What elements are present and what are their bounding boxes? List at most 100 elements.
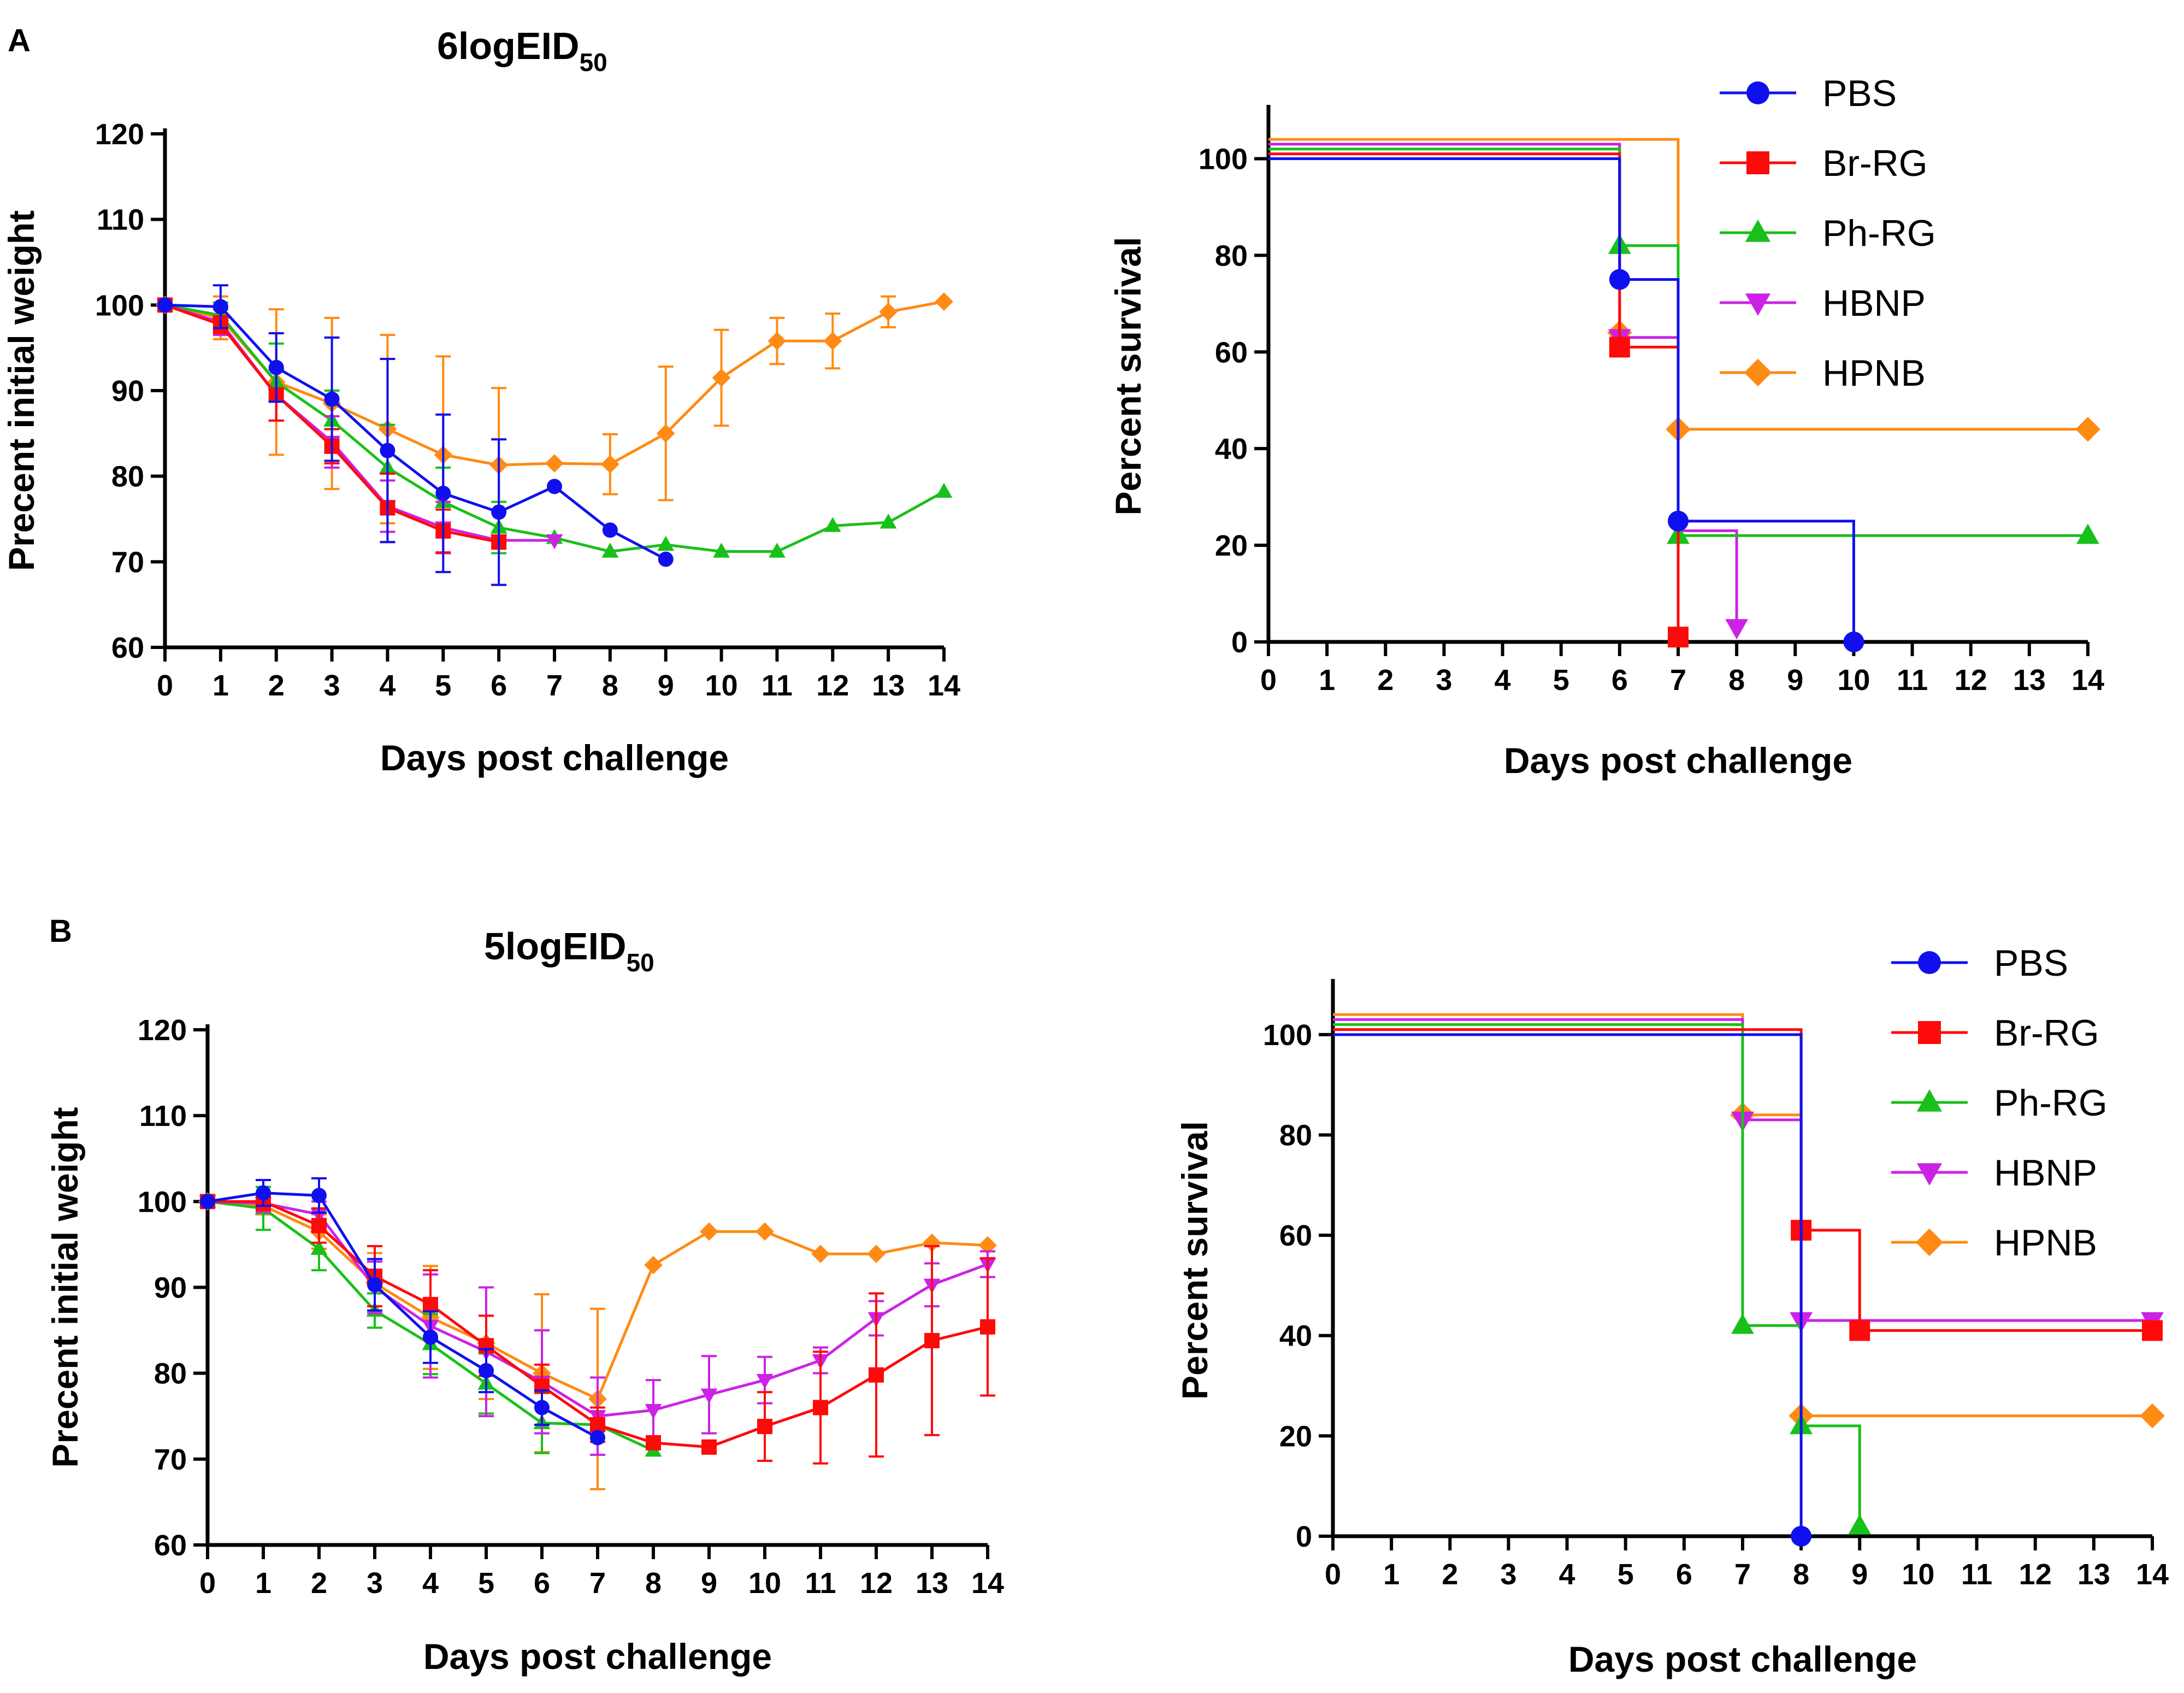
data-point — [658, 551, 674, 567]
panel-b-title-subscript: 50 — [627, 948, 654, 977]
data-point — [310, 1240, 328, 1255]
data-point — [479, 1362, 494, 1378]
x-tick-label: 0 — [1260, 664, 1277, 697]
x-tick-label: 11 — [1897, 664, 1928, 697]
chart-b-weight: 0 1 2 3 4 5 6 7 8 9 10 11 12 13 1460708090100110120Day… — [45, 1014, 1004, 1677]
series-pbs — [1333, 1033, 1812, 1547]
x-tick-label: 1 — [1383, 1558, 1400, 1591]
legend-marker — [1915, 1228, 1944, 1257]
data-point — [367, 1277, 382, 1293]
x-tick-label: 3 — [367, 1567, 383, 1600]
data-point — [2142, 1320, 2163, 1341]
y-axis-label: Percent survival — [1108, 237, 1148, 516]
data-point — [757, 1419, 772, 1435]
data-point — [700, 1388, 718, 1404]
x-tick-label: 12 — [2019, 1558, 2052, 1591]
series-pbs — [200, 1177, 605, 1446]
legend-marker — [1745, 293, 1771, 316]
survival-step-line — [1333, 1013, 2152, 1418]
data-point — [546, 534, 563, 550]
data-point — [924, 1332, 940, 1348]
x-tick-label: 6 — [1676, 1558, 1692, 1591]
data-point — [879, 514, 897, 529]
x-tick-label: 7 — [1670, 664, 1686, 697]
x-tick-label: 12 — [816, 669, 849, 702]
data-point — [380, 443, 396, 458]
y-tick-label: 80 — [1215, 239, 1248, 272]
data-point — [923, 1233, 941, 1252]
data-point — [1849, 1320, 1870, 1341]
x-tick-label: 10 — [748, 1567, 781, 1600]
x-tick-label: 1 — [213, 669, 229, 702]
y-tick-label: 100 — [138, 1185, 187, 1218]
x-tick-label: 10 — [705, 669, 738, 702]
data-point — [324, 391, 340, 407]
x-tick-label: 4 — [1495, 664, 1511, 697]
panel-a-label: A — [8, 23, 31, 58]
y-tick-label: 80 — [154, 1358, 187, 1390]
y-axis-label: Precent initial weight — [45, 1107, 85, 1467]
survival-step-line — [1268, 152, 1680, 638]
y-tick-label: 100 — [95, 289, 144, 322]
y-tick-label: 0 — [1296, 1520, 1312, 1553]
data-point — [1609, 337, 1630, 358]
data-point — [935, 482, 953, 498]
x-tick-label: 4 — [1559, 1558, 1575, 1591]
series-pbs — [157, 284, 674, 586]
series-hpnb — [1268, 138, 2100, 442]
data-point — [645, 1404, 662, 1419]
data-point — [602, 522, 618, 538]
x-tick-label: 10 — [1902, 1558, 1934, 1591]
data-point — [867, 1244, 886, 1264]
x-tick-label: 4 — [422, 1567, 439, 1600]
data-point — [756, 1374, 774, 1389]
x-tick-label: 6 — [1612, 664, 1628, 697]
x-axis-label: Days post challenge — [1568, 1639, 1917, 1679]
x-tick-label: 1 — [1319, 664, 1335, 697]
x-tick-label: 0 — [199, 1567, 216, 1600]
legend-marker — [1918, 951, 1941, 974]
x-tick-label: 5 — [478, 1567, 494, 1600]
x-tick-label: 9 — [1851, 1558, 1868, 1591]
data-point — [813, 1400, 828, 1415]
data-point — [1725, 619, 1749, 640]
x-tick-label: 2 — [268, 669, 285, 702]
x-tick-label: 8 — [1793, 1558, 1809, 1591]
data-point — [824, 517, 841, 532]
y-tick-label: 100 — [1199, 143, 1248, 175]
x-tick-label: 13 — [872, 669, 905, 702]
legend-label: PBS — [1994, 942, 2068, 984]
legend-item-hpnb: HPNB — [1891, 1222, 2097, 1264]
data-point — [311, 1188, 327, 1204]
legend-item-pbs: PBS — [1891, 942, 2068, 984]
y-tick-label: 70 — [154, 1443, 187, 1476]
data-point — [1791, 1526, 1812, 1547]
x-tick-label: 11 — [1961, 1558, 1992, 1591]
panel-b-title: 5logEID50 — [484, 925, 654, 977]
legend-marker — [1918, 1021, 1941, 1044]
survival-step-line — [1268, 143, 1738, 628]
data-point — [701, 1439, 717, 1455]
legend-label: HPNB — [1994, 1222, 2097, 1264]
x-tick-label: 3 — [1436, 664, 1452, 697]
y-tick-label: 60 — [154, 1529, 187, 1562]
x-tick-label: 2 — [311, 1567, 327, 1600]
data-point — [590, 1417, 605, 1432]
data-point — [823, 332, 842, 350]
x-tick-label: 7 — [546, 669, 563, 702]
data-point — [311, 1218, 327, 1234]
y-tick-label: 70 — [111, 546, 144, 579]
legend-label: HBNP — [1822, 282, 1926, 324]
x-tick-label: 13 — [916, 1567, 948, 1600]
x-tick-label: 0 — [1325, 1558, 1341, 1591]
x-tick-label: 14 — [971, 1567, 1004, 1600]
data-point — [713, 542, 730, 558]
legend-item-br-rg: Br-RG — [1891, 1012, 2099, 1054]
data-point — [491, 504, 507, 520]
data-point — [2140, 1403, 2165, 1429]
panel-b-label: B — [49, 913, 72, 949]
y-tick-label: 120 — [138, 1014, 187, 1047]
data-point — [423, 1329, 438, 1345]
survival-step-line — [1333, 1033, 1803, 1536]
